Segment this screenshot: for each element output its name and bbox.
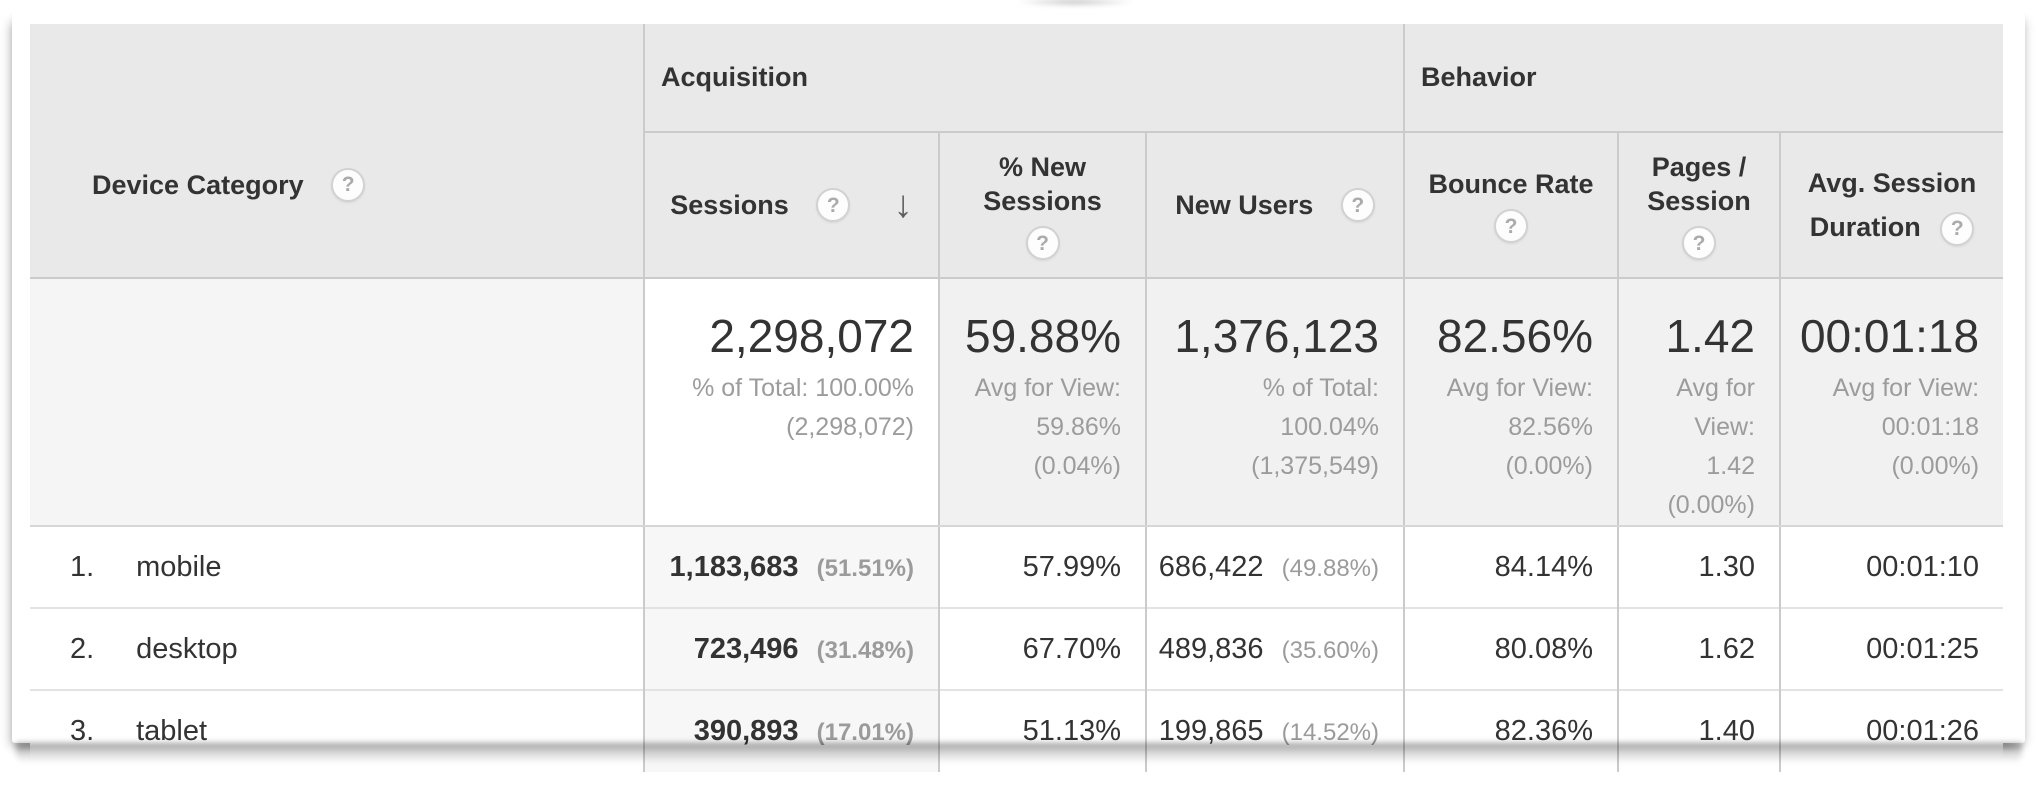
summary-avg-session-duration: 00:01:18 Avg for View: 00:01:18 (0.00%) bbox=[1778, 278, 2004, 527]
dimension-cell: 1. mobile bbox=[30, 526, 644, 608]
pages-session-cell: 1.40 bbox=[1617, 689, 1780, 772]
dimension-cell: 3. tablet bbox=[30, 689, 644, 772]
sessions-cell: 390,893 (17.01%) bbox=[643, 689, 939, 772]
summary-bounce-rate: 82.56% Avg for View: 82.56% (0.00%) bbox=[1403, 278, 1618, 527]
pages-session-help-icon[interactable]: ? bbox=[1682, 226, 1716, 260]
column-header-pages-session[interactable]: Pages / Session ? bbox=[1617, 132, 1780, 279]
column-header-device-category[interactable]: Device Category ? bbox=[30, 24, 644, 279]
avg-session-duration-cell: 00:01:26 bbox=[1778, 689, 2004, 772]
summary-pct-new-sessions-note: Avg for View: 59.86% (0.04%) bbox=[974, 374, 1121, 480]
avg-session-duration-label: Avg. Session Duration bbox=[1807, 168, 1977, 242]
summary-avg-session-duration-note: Avg for View: 00:01:18 (0.00%) bbox=[1832, 374, 1980, 480]
column-header-sessions[interactable]: Sessions ? ↓ bbox=[643, 132, 939, 279]
acquisition-label: Acquisition bbox=[661, 62, 808, 92]
avg-session-duration-help-icon[interactable]: ? bbox=[1940, 211, 1975, 246]
behavior-label: Behavior bbox=[1421, 62, 1537, 92]
row-rank: 2. bbox=[70, 632, 95, 665]
pages-session-cell: 1.30 bbox=[1617, 526, 1780, 608]
summary-row: 2,298,072 % of Total: 100.00% (2,298,072… bbox=[30, 278, 2004, 527]
column-header-avg-session-duration[interactable]: Avg. Session Duration ? bbox=[1778, 132, 2004, 279]
summary-avg-session-duration-value: 00:01:18 bbox=[1799, 310, 1980, 362]
pct-new-sessions-label: % New Sessions bbox=[983, 152, 1102, 216]
new-users-share: (49.88%) bbox=[1281, 554, 1379, 582]
sessions-value: 1,183,683 bbox=[669, 550, 799, 583]
device-category-label: Device Category bbox=[92, 169, 304, 200]
section-header-acquisition: Acquisition bbox=[643, 24, 1404, 133]
pct-new-sessions-cell: 51.13% bbox=[938, 689, 1146, 772]
sessions-value: 390,893 bbox=[693, 715, 799, 747]
summary-pct-new-sessions: 59.88% Avg for View: 59.86% (0.04%) bbox=[938, 278, 1146, 527]
row-rank: 3. bbox=[70, 715, 95, 747]
column-header-new-users[interactable]: New Users ? bbox=[1145, 132, 1404, 279]
new-users-value: 489,836 bbox=[1158, 632, 1264, 665]
new-users-help-icon[interactable]: ? bbox=[1340, 188, 1375, 222]
summary-pct-new-sessions-value: 59.88% bbox=[964, 310, 1121, 362]
device-category-report-table: Device Category ? Acquisition Behavior S… bbox=[30, 24, 2004, 772]
sessions-label: Sessions bbox=[670, 190, 789, 220]
pct-new-sessions-help-icon[interactable]: ? bbox=[1025, 226, 1060, 260]
table-row-tablet: 3. tablet 390,893 (17.01%) 51.13% 199,86… bbox=[30, 689, 2004, 772]
summary-sessions-value: 2,298,072 bbox=[709, 310, 914, 362]
summary-bounce-rate-note: Avg for View: 82.56% (0.00%) bbox=[1446, 374, 1593, 480]
summary-new-users: 1,376,123 % of Total: 100.04% (1,375,549… bbox=[1145, 278, 1404, 527]
sessions-share: (31.48%) bbox=[816, 636, 914, 664]
summary-pages-session: 1.42 Avg for View: 1.42 (0.00%) bbox=[1617, 278, 1780, 527]
pages-session-label: Pages / Session bbox=[1647, 152, 1751, 216]
summary-dimension-cell bbox=[30, 278, 644, 527]
device-link-tablet[interactable]: tablet bbox=[136, 715, 208, 747]
sessions-cell: 723,496 (31.48%) bbox=[643, 607, 939, 690]
column-header-bounce-rate[interactable]: Bounce Rate ? bbox=[1403, 132, 1618, 279]
summary-bounce-rate-value: 82.56% bbox=[1436, 310, 1593, 362]
bounce-rate-cell: 84.14% bbox=[1403, 526, 1618, 608]
summary-sessions-note: % of Total: 100.00% (2,298,072) bbox=[692, 374, 914, 441]
table-row-desktop: 2. desktop 723,496 (31.48%) 67.70% 489,8… bbox=[30, 607, 2004, 690]
avg-session-duration-cell: 00:01:25 bbox=[1778, 607, 2004, 690]
bounce-rate-cell: 80.08% bbox=[1403, 607, 1618, 690]
bounce-rate-cell: 82.36% bbox=[1403, 689, 1618, 772]
summary-pages-session-note: Avg for View: 1.42 (0.00%) bbox=[1667, 374, 1755, 519]
bounce-rate-label: Bounce Rate bbox=[1428, 169, 1594, 199]
summary-pages-session-value: 1.42 bbox=[1665, 310, 1755, 362]
new-users-share: (14.52%) bbox=[1281, 719, 1379, 746]
sort-descending-icon: ↓ bbox=[893, 184, 913, 226]
metric-header-row: Sessions ? ↓ % New Sessions ? New Users … bbox=[30, 132, 2004, 279]
device-link-desktop[interactable]: desktop bbox=[136, 632, 238, 665]
new-users-cell: 489,836 (35.60%) bbox=[1145, 607, 1404, 690]
cropped-content-shadow bbox=[1015, 0, 1135, 7]
pct-new-sessions-cell: 57.99% bbox=[938, 526, 1146, 608]
new-users-cell: 199,865 (14.52%) bbox=[1145, 689, 1404, 772]
summary-new-users-value: 1,376,123 bbox=[1174, 310, 1379, 362]
section-header-row: Device Category ? Acquisition Behavior bbox=[30, 24, 2004, 279]
new-users-value: 199,865 bbox=[1158, 715, 1264, 747]
summary-new-users-note: % of Total: 100.04% (1,375,549) bbox=[1251, 374, 1379, 480]
sessions-share: (17.01%) bbox=[816, 719, 914, 746]
section-header-behavior: Behavior bbox=[1402, 24, 2004, 133]
dimension-cell: 2. desktop bbox=[30, 607, 644, 690]
new-users-share: (35.60%) bbox=[1281, 636, 1379, 664]
new-users-value: 686,422 bbox=[1158, 550, 1264, 583]
sessions-help-icon[interactable]: ? bbox=[816, 188, 851, 222]
new-users-cell: 686,422 (49.88%) bbox=[1145, 526, 1404, 608]
table-row-mobile: 1. mobile 1,183,683 (51.51%) 57.99% 686,… bbox=[30, 526, 2004, 608]
new-users-label: New Users bbox=[1175, 190, 1314, 220]
sessions-value: 723,496 bbox=[693, 632, 799, 665]
avg-session-duration-cell: 00:01:10 bbox=[1778, 526, 2004, 608]
device-category-help-icon[interactable]: ? bbox=[331, 167, 366, 202]
pct-new-sessions-cell: 67.70% bbox=[938, 607, 1146, 690]
summary-sessions: 2,298,072 % of Total: 100.00% (2,298,072… bbox=[643, 278, 939, 527]
bounce-rate-help-icon[interactable]: ? bbox=[1494, 209, 1528, 243]
sessions-share: (51.51%) bbox=[816, 554, 914, 582]
sessions-cell: 1,183,683 (51.51%) bbox=[643, 526, 939, 608]
column-header-pct-new-sessions[interactable]: % New Sessions ? bbox=[938, 132, 1146, 279]
card-bottom-shadow bbox=[16, 743, 2022, 763]
row-rank: 1. bbox=[70, 550, 95, 583]
device-link-mobile[interactable]: mobile bbox=[136, 550, 222, 583]
pages-session-cell: 1.62 bbox=[1617, 607, 1780, 690]
report-table-card: Device Category ? Acquisition Behavior S… bbox=[12, 10, 2025, 772]
